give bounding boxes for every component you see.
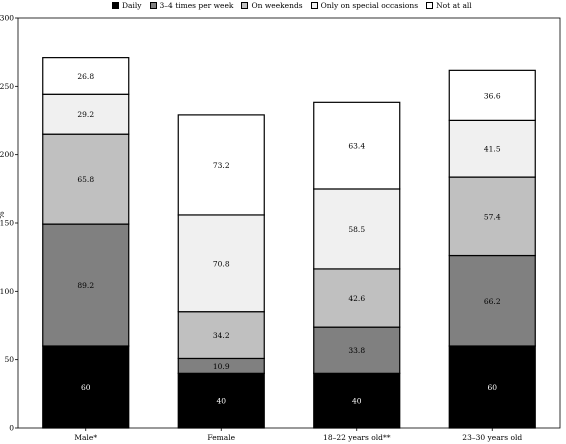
data-label-0-4: 26.8 — [77, 72, 94, 81]
legend-item-4: Not at all — [426, 1, 472, 10]
bar-segment-1-3 — [177, 214, 265, 313]
bar-segment-0-4 — [42, 57, 130, 95]
x-tick-label-2: 18–22 years old** — [323, 433, 391, 442]
bar-segment-3-2 — [448, 176, 536, 257]
data-label-3-1: 66.2 — [484, 297, 501, 306]
y-axis-label: % — [0, 211, 6, 219]
legend-item-2: On weekends — [241, 0, 303, 10]
bar-segment-3-1 — [448, 254, 536, 347]
bar-segment-0-3 — [42, 93, 130, 135]
bar-segment-3-3 — [448, 119, 536, 178]
y-tick-label-3: 150 — [0, 219, 14, 228]
data-label-0-1: 89.2 — [77, 281, 94, 290]
data-label-1-3: 70.8 — [213, 259, 230, 268]
data-label-2-2: 42.6 — [348, 294, 365, 303]
legend-label-0: Daily — [122, 0, 142, 10]
data-label-2-1: 33.8 — [348, 346, 365, 355]
legend-swatch-0 — [112, 1, 119, 9]
data-label-2-3: 58.5 — [348, 225, 365, 234]
data-label-3-2: 57.4 — [484, 212, 501, 221]
data-label-1-0: 40 — [216, 397, 226, 406]
x-tick-label-3: 23–30 years old — [462, 433, 522, 442]
bar-segment-3-0 — [448, 345, 536, 429]
legend-label-4: Not at all — [436, 0, 472, 10]
data-label-2-4: 63.4 — [348, 142, 365, 151]
data-label-0-3: 29.2 — [77, 110, 94, 119]
y-tick-label-0: 0 — [9, 424, 14, 433]
bar-segment-2-3 — [313, 188, 401, 270]
legend-swatch-1 — [149, 1, 157, 9]
legend-swatch-2 — [241, 1, 249, 9]
y-tick-label-2: 100 — [0, 287, 14, 296]
y-tick-label-5: 250 — [0, 82, 14, 91]
legend-swatch-3 — [310, 1, 318, 9]
bar-segment-2-0 — [313, 372, 401, 429]
legend-label-1: 3–4 times per week — [159, 0, 234, 10]
data-label-1-1: 10.9 — [213, 362, 230, 371]
data-label-1-4: 73.2 — [213, 161, 230, 170]
bar-segment-0-1 — [42, 223, 130, 347]
bar-segment-0-2 — [42, 133, 130, 225]
legend: Daily 3–4 times per week On weekends Only o… — [112, 0, 552, 12]
y-tick-label-1: 50 — [4, 355, 14, 364]
y-tick-label-4: 200 — [0, 150, 14, 159]
data-label-0-0: 60 — [81, 383, 91, 392]
legend-item-3: Only on special occasions — [310, 0, 419, 10]
bar-segment-2-1 — [313, 326, 401, 374]
legend-item-0: Daily — [112, 1, 142, 10]
bar-segment-3-4 — [448, 69, 536, 121]
legend-swatch-4 — [426, 1, 434, 9]
data-label-3-4: 36.6 — [484, 91, 501, 100]
legend-item-1: 3–4 times per week — [149, 0, 234, 10]
data-label-2-0: 40 — [352, 397, 362, 406]
legend-label-2: On weekends — [251, 0, 303, 10]
data-label-0-2: 65.8 — [77, 175, 94, 184]
legend-label-3: Only on special occasions — [320, 0, 419, 10]
x-tick-label-1: Female — [207, 433, 235, 442]
x-tick-label-0: Male* — [74, 433, 97, 442]
y-tick-label-6: 300 — [0, 14, 14, 23]
bar-segment-2-2 — [313, 268, 401, 328]
data-label-3-0: 60 — [487, 383, 497, 392]
data-label-3-3: 41.5 — [484, 145, 501, 154]
bar-segment-0-0 — [42, 345, 130, 429]
bar-segment-1-4 — [177, 114, 265, 216]
data-label-1-2: 34.2 — [213, 331, 230, 340]
bar-segment-2-4 — [313, 101, 401, 190]
